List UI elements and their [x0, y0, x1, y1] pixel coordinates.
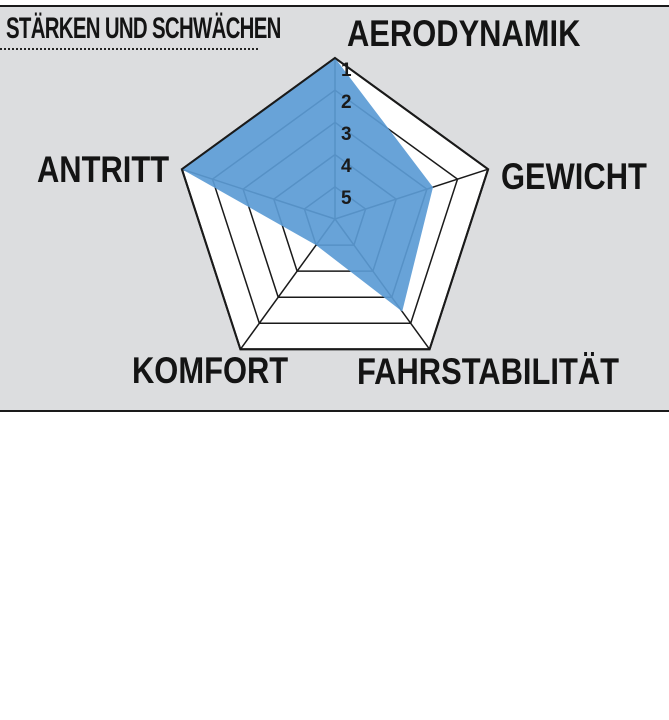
- svg-text:5: 5: [341, 188, 352, 209]
- svg-text:1: 1: [341, 60, 352, 81]
- svg-text:2: 2: [341, 92, 352, 113]
- svg-text:4: 4: [341, 156, 352, 177]
- svg-text:3: 3: [341, 124, 352, 145]
